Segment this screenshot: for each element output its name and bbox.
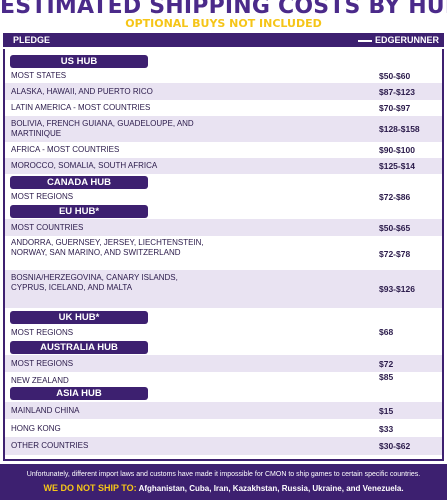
table-row: BOLIVIA, FRENCH GUIANA, GUADELOUPE, AND … bbox=[5, 116, 442, 142]
table-header: PLEDGE EDGERUNNER bbox=[3, 33, 444, 47]
price: $90-$100 bbox=[379, 145, 415, 155]
table-bottom-border bbox=[3, 459, 444, 461]
region-name: AFRICA - MOST COUNTRIES bbox=[11, 145, 120, 154]
table-row: MOST REGIONS $68 bbox=[5, 325, 442, 341]
footer-note: Unfortunately, different import laws and… bbox=[26, 471, 421, 478]
price: $87-$123 bbox=[379, 87, 415, 97]
price: $72 bbox=[379, 359, 394, 369]
hub-asia: ASIA HUB bbox=[10, 387, 148, 400]
footer: Unfortunately, different import laws and… bbox=[0, 464, 447, 500]
hub-uk: UK HUB* bbox=[10, 311, 148, 324]
page-subtitle: OPTIONAL BUYS NOT INCLUDED bbox=[125, 17, 322, 30]
table-row: HONG KONG $33 bbox=[5, 419, 442, 437]
price: $50-$65 bbox=[379, 223, 411, 233]
table-row: NEW ZEALAND $85 bbox=[5, 372, 442, 387]
table-row: MOROCCO, SOMALIA, SOUTH AFRICA $125-$14 bbox=[5, 158, 442, 174]
table-row: OTHER COUNTRIES $30-$62 bbox=[5, 437, 442, 455]
region-name: ALASKA, HAWAII, AND PUERTO RICO bbox=[11, 87, 153, 96]
edgerunner-label: EDGERUNNER bbox=[374, 35, 439, 45]
region-name: MOST REGIONS bbox=[11, 359, 74, 368]
table-row: BOSNIA/HERZEGOVINA, CANARY ISLANDS, CYPR… bbox=[5, 270, 442, 308]
shipping-table: US HUB MOST STATES $50-$60 ALASKA, HAWAI… bbox=[3, 49, 444, 461]
price: $68 bbox=[379, 327, 394, 337]
table-row: LATIN AMERICA - MOST COUNTRIES $70-$97 bbox=[5, 100, 442, 116]
price: $72-$78 bbox=[379, 249, 411, 259]
table-row: MOST STATES $50-$60 bbox=[5, 69, 442, 83]
hub-us: US HUB bbox=[10, 55, 148, 68]
dash-icon bbox=[357, 39, 372, 42]
price: $33 bbox=[379, 424, 394, 434]
price: $30-$62 bbox=[379, 441, 411, 451]
price: $50-$60 bbox=[379, 71, 411, 81]
region-name: BOLIVIA, FRENCH GUIANA, GUADELOUPE, AND … bbox=[11, 119, 194, 138]
region-name: OTHER COUNTRIES bbox=[11, 441, 89, 450]
region-name: NEW ZEALAND bbox=[11, 376, 69, 385]
table-row: ANDORRA, GUERNSEY, JERSEY, LIECHTENSTEIN… bbox=[5, 236, 442, 270]
price: $128-$158 bbox=[379, 124, 420, 134]
region-name: MOST COUNTRIES bbox=[11, 223, 84, 232]
region-name: MOROCCO, SOMALIA, SOUTH AFRICA bbox=[11, 161, 158, 170]
table-row: ALASKA, HAWAII, AND PUERTO RICO $87-$123 bbox=[5, 83, 442, 100]
region-name: MAINLAND CHINA bbox=[11, 406, 80, 415]
edgerunner-column-header: EDGERUNNER bbox=[357, 35, 439, 45]
price: $70-$97 bbox=[379, 103, 411, 113]
price: $72-$86 bbox=[379, 192, 411, 202]
region-name: LATIN AMERICA - MOST COUNTRIES bbox=[11, 103, 151, 112]
no-ship-label: WE DO NOT SHIP TO: bbox=[43, 483, 137, 493]
table-row: MOST REGIONS $72-$86 bbox=[5, 190, 442, 205]
table-row: MOST COUNTRIES $50-$65 bbox=[5, 219, 442, 236]
hub-canada: CANADA HUB bbox=[10, 176, 148, 189]
region-name: BOSNIA/HERZEGOVINA, CANARY ISLANDS, CYPR… bbox=[11, 273, 178, 292]
table-row: MOST REGIONS $72 bbox=[5, 355, 442, 372]
no-ship-list: Afghanistan, Cuba, Iran, Kazakhstan, Rus… bbox=[138, 484, 404, 493]
hub-australia: AUSTRALIA HUB bbox=[10, 341, 148, 354]
price: $85 bbox=[379, 372, 394, 382]
table-row: AFRICA - MOST COUNTRIES $90-$100 bbox=[5, 142, 442, 158]
page-title: ESTIMATED SHIPPING COSTS BY HUB bbox=[0, 0, 447, 19]
region-name: MOST REGIONS bbox=[11, 328, 74, 337]
table-row: MAINLAND CHINA $15 bbox=[5, 402, 442, 419]
no-ship-line: WE DO NOT SHIP TO: Afghanistan, Cuba, Ir… bbox=[0, 483, 447, 493]
price: $125-$14 bbox=[379, 161, 415, 171]
region-name: ANDORRA, GUERNSEY, JERSEY, LIECHTENSTEIN… bbox=[11, 238, 204, 257]
hub-eu: EU HUB* bbox=[10, 205, 148, 218]
price: $15 bbox=[379, 406, 394, 416]
region-name: HONG KONG bbox=[11, 424, 61, 433]
price: $93-$126 bbox=[379, 284, 415, 294]
region-name: MOST STATES bbox=[11, 71, 67, 80]
region-name: MOST REGIONS bbox=[11, 192, 74, 201]
pledge-column-header: PLEDGE bbox=[13, 35, 51, 45]
